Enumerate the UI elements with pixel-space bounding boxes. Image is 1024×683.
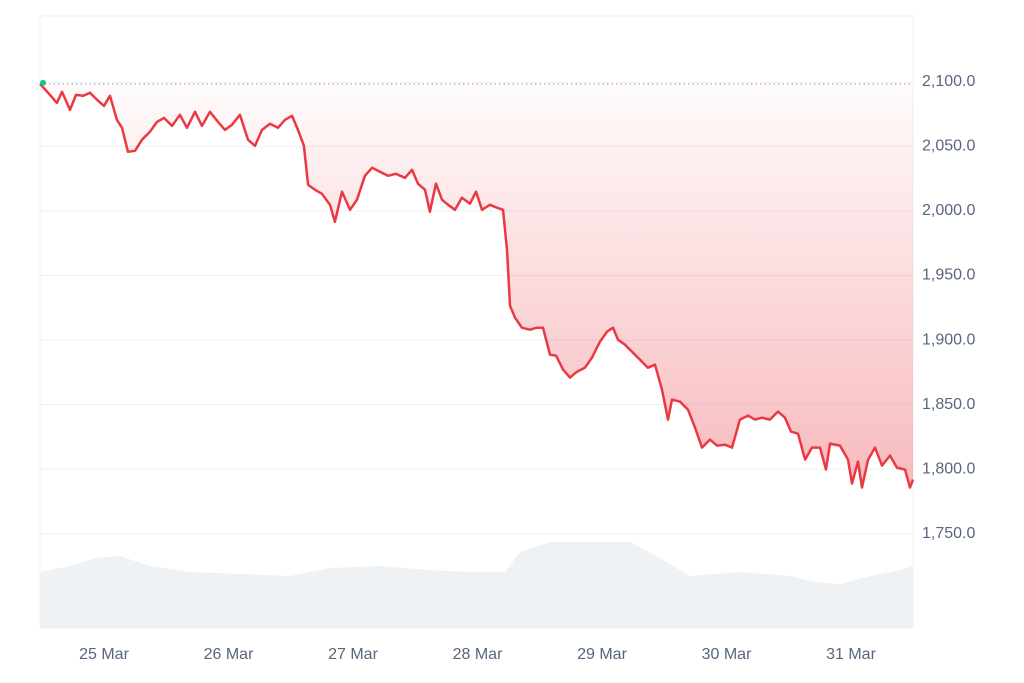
- start-marker: [40, 79, 46, 86]
- x-tick-label: 29 Mar: [577, 646, 627, 663]
- loss-area: [40, 83, 913, 488]
- x-tick-label: 27 Mar: [328, 646, 378, 663]
- y-tick-label: 1,850.0: [922, 396, 975, 413]
- x-tick-label: 31 Mar: [826, 646, 876, 663]
- x-tick-label: 25 Mar: [79, 646, 129, 663]
- y-tick-label: 2,050.0: [922, 138, 975, 155]
- y-tick-label: 1,800.0: [922, 460, 975, 477]
- y-tick-label: 2,100.0: [922, 73, 975, 90]
- x-tick-label: 26 Mar: [204, 646, 254, 663]
- y-tick-label: 1,900.0: [922, 331, 975, 348]
- price-line: [39, 82, 915, 489]
- y-tick-label: 2,000.0: [922, 202, 975, 219]
- x-tick-label: 30 Mar: [702, 646, 752, 663]
- y-tick-label: 1,750.0: [922, 525, 975, 542]
- x-tick-label: 28 Mar: [453, 646, 503, 663]
- y-tick-label: 1,950.0: [922, 267, 975, 284]
- volume-area: [40, 542, 913, 628]
